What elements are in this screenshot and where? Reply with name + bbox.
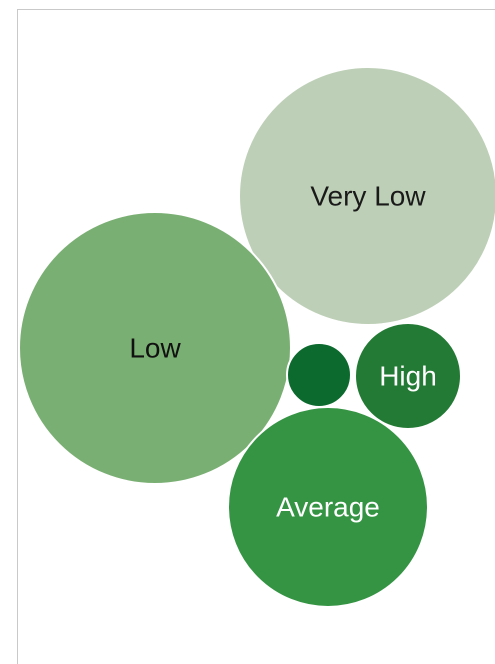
bubble-average[interactable]: Average (227, 406, 429, 608)
bubble-label-average: Average (276, 492, 380, 523)
bubble-circle-unlabeled[interactable] (286, 342, 352, 408)
bubble-unlabeled[interactable] (286, 342, 352, 408)
bubble-circle-average[interactable] (227, 406, 429, 608)
bubble-high[interactable]: High (354, 322, 462, 430)
bubble-label-high: High (379, 361, 437, 392)
bubble-label-low: Low (129, 333, 181, 364)
bubble-circle-very-low[interactable] (238, 66, 495, 326)
bubble-circle-high[interactable] (354, 322, 462, 430)
bubbles-layer: Very Low Low High Average (18, 66, 495, 608)
bubble-low[interactable]: Low (18, 211, 292, 485)
bubble-circle-low[interactable] (18, 211, 292, 485)
bubble-very-low[interactable]: Very Low (238, 66, 495, 326)
bubble-label-very-low: Very Low (310, 181, 426, 212)
